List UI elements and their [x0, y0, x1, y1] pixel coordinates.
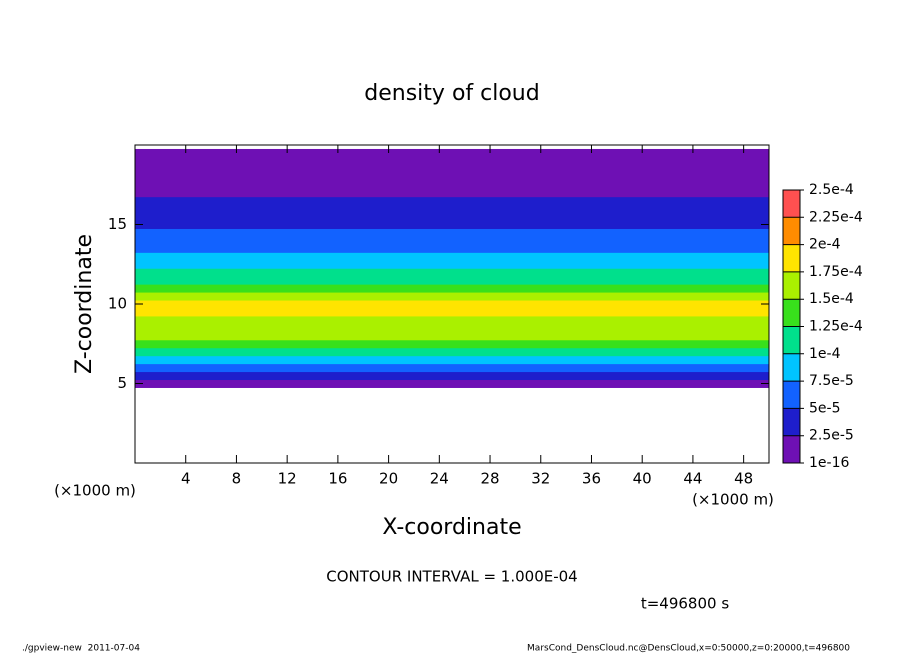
density-band: [135, 180, 769, 190]
colorbar-box: [783, 408, 800, 436]
density-band: [135, 284, 769, 293]
x-tick-label: 40: [633, 470, 652, 488]
density-band: [135, 276, 769, 285]
density-band: [135, 363, 769, 373]
density-band: [135, 236, 769, 245]
x-tick-label: 20: [379, 470, 398, 488]
x-tick-label: 12: [278, 470, 297, 488]
footer-left: ./gpview-new 2011-07-04: [22, 644, 140, 654]
x-unit: (×1000 m): [692, 491, 774, 509]
density-band: [135, 244, 769, 253]
y-tick-label: 5: [117, 374, 127, 392]
density-band: [135, 268, 769, 277]
contour-note: CONTOUR INTERVAL = 1.000E-04: [326, 568, 577, 586]
colorbar-label: 7.5e-5: [809, 373, 854, 389]
density-band: [135, 172, 769, 182]
density-band: [135, 307, 769, 317]
colorbar-box: [783, 353, 800, 382]
x-tick-label: 24: [430, 470, 449, 488]
density-band: [135, 156, 769, 166]
z-unit: (×1000 m): [54, 482, 136, 500]
colorbar-label: 1e-16: [809, 455, 849, 471]
colorbar-box: [783, 435, 800, 463]
density-band: [135, 188, 769, 198]
density-band: [135, 292, 769, 301]
colorbar-label: 5e-5: [809, 400, 840, 416]
density-band: [135, 220, 769, 229]
density-band: [135, 339, 769, 349]
x-tick-label: 48: [734, 470, 753, 488]
density-band: [135, 323, 769, 333]
footer-right: MarsCond_DensCloud.nc@DensCloud,x=0:5000…: [527, 644, 850, 654]
x-tick-label: 44: [683, 470, 702, 488]
y-tick-label: 10: [108, 295, 127, 313]
density-band: [135, 204, 769, 214]
density-band: [135, 196, 769, 206]
density-band: [135, 228, 769, 237]
density-band: [135, 300, 769, 309]
density-band: [135, 260, 769, 269]
colorbar-label: 1e-4: [809, 346, 841, 362]
colorbar-label: 1.25e-4: [809, 319, 863, 335]
density-band: [135, 164, 769, 174]
colorbar-box: [783, 190, 800, 218]
colorbar-box: [783, 244, 800, 272]
x-tick-label: 16: [328, 470, 347, 488]
colorbar-label: 2e-4: [809, 237, 841, 253]
colorbar-box: [783, 271, 800, 300]
density-band: [135, 252, 769, 261]
y-axis-label: Z-coordinate: [72, 234, 97, 374]
density-band: [135, 331, 769, 341]
chart-title: density of cloud: [364, 81, 539, 106]
colorbar-label: 1.5e-4: [809, 291, 854, 307]
density-band: [135, 371, 769, 381]
density-band: [135, 355, 769, 365]
colorbar-box: [783, 299, 800, 327]
density-band: [135, 148, 769, 158]
x-axis-label: X-coordinate: [382, 515, 521, 540]
x-tick-label: 32: [531, 470, 550, 488]
colorbar-label: 2.25e-4: [809, 209, 863, 225]
x-tick-label: 36: [582, 470, 601, 488]
colorbar-label: 1.75e-4: [809, 264, 863, 280]
colorbar-label: 2.5e-5: [809, 428, 854, 444]
x-tick-label: 28: [480, 470, 499, 488]
x-tick-label: 8: [232, 470, 242, 488]
density-band: [135, 379, 769, 388]
x-tick-label: 4: [181, 470, 191, 488]
colorbar-box: [783, 381, 800, 409]
colorbar-label: 2.5e-4: [809, 182, 854, 198]
colorbar-box: [783, 326, 800, 354]
colorbar-box: [783, 217, 800, 245]
density-band: [135, 212, 769, 222]
density-band: [135, 347, 769, 357]
time-note: t=496800 s: [641, 595, 729, 613]
density-band: [135, 315, 769, 325]
y-tick-label: 15: [108, 215, 127, 233]
